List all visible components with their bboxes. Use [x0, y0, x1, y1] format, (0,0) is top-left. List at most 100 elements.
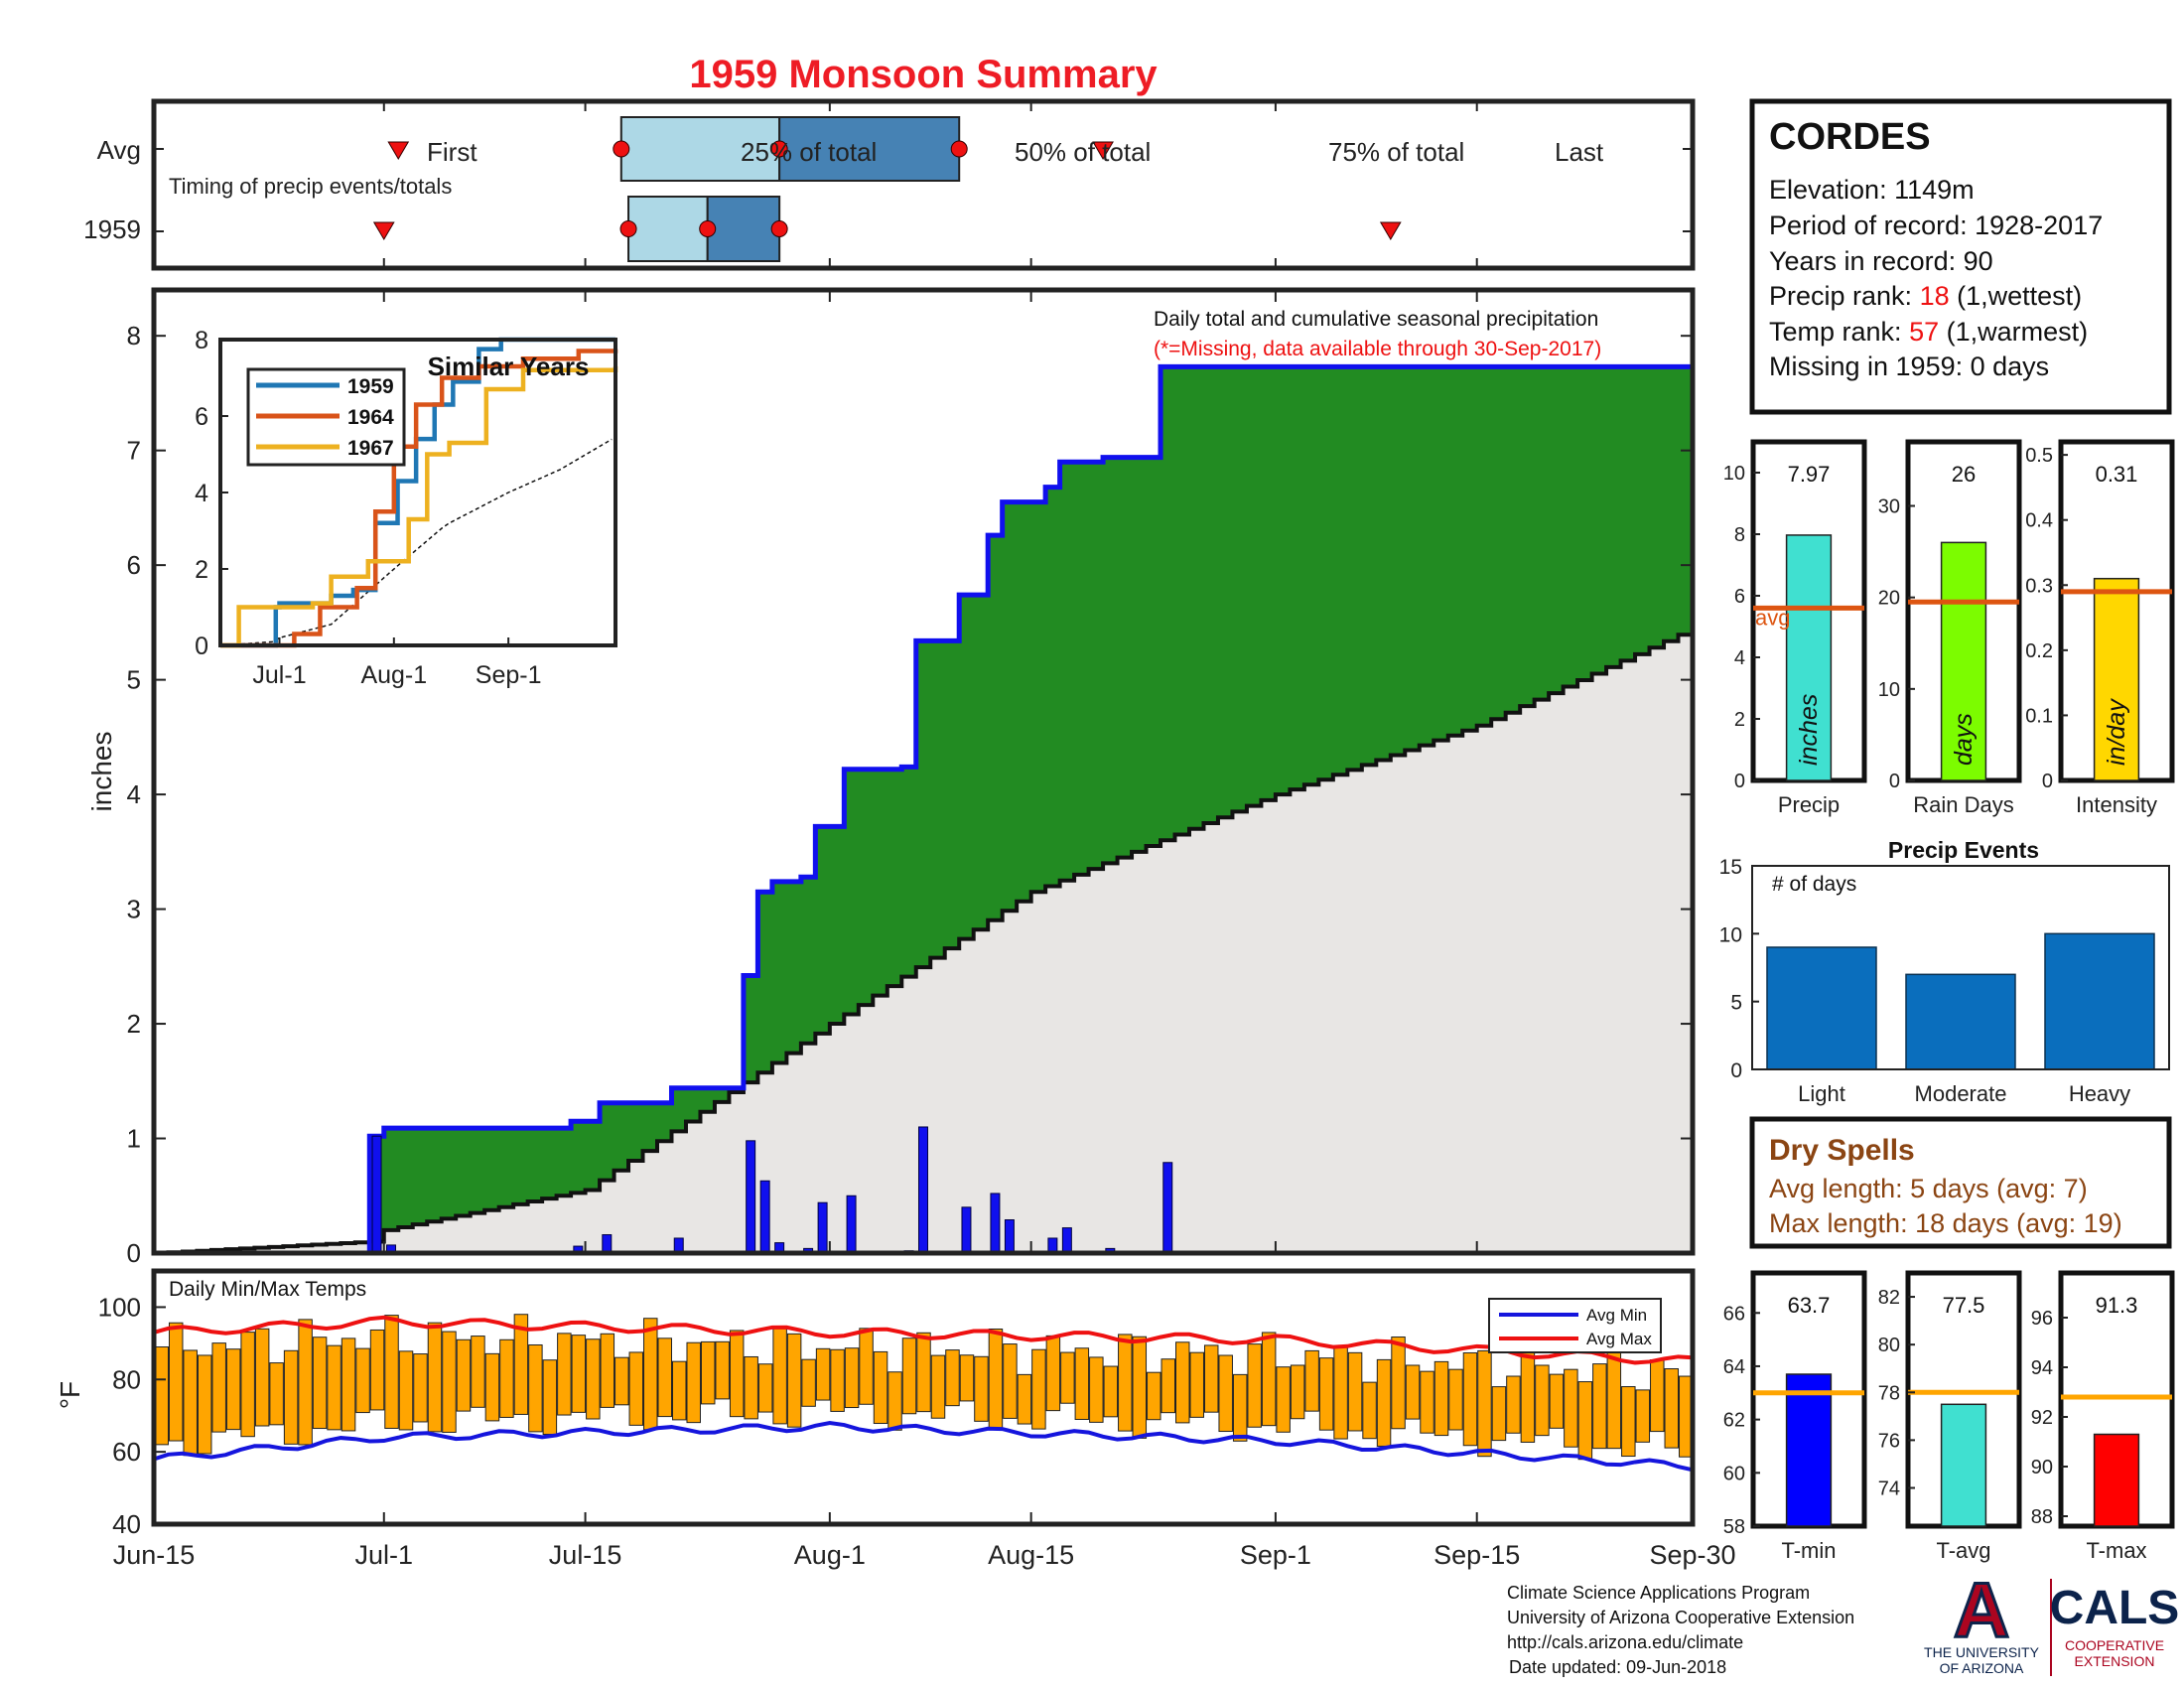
- timing-panel: Avg 1959 Timing of precip events/totals …: [83, 98, 1696, 271]
- daily-temp-range-bar: [1347, 1351, 1363, 1432]
- daily-temp-range-bar: [1448, 1368, 1463, 1431]
- events-category-label: Light: [1798, 1081, 1845, 1106]
- inset-y-tick-label: 2: [195, 556, 208, 584]
- timing-year-last-marker: [1379, 221, 1402, 240]
- daily-temp-range-bar: [1045, 1335, 1061, 1412]
- daily-temp-range-bar: [887, 1371, 902, 1431]
- daily-temp-range-bar: [1405, 1364, 1421, 1420]
- daily-temp-range-bar: [930, 1354, 946, 1419]
- tmax-tick-label: 90: [2031, 1457, 2053, 1478]
- daily-temp-range-bar: [1304, 1349, 1319, 1412]
- dry-spells-title: Dry Spells: [1769, 1134, 1915, 1167]
- footer-line-1: Climate Science Applications Program: [1507, 1583, 1810, 1603]
- station-period: Period of record: 1928-2017: [1769, 211, 2103, 240]
- timing-year-p75-dot: [770, 220, 788, 237]
- daily-temp-range-bar: [183, 1349, 198, 1457]
- daily-temp-range-bar: [686, 1341, 701, 1424]
- temp-rank-label: Temp rank:: [1769, 317, 1902, 347]
- precip-chart: 0 1 2 3 4 5 6 7 8 inches Daily total and cumulat…: [86, 287, 1696, 1268]
- temp-stats: 63.7 58 60 62 64 66 T-min 77.5 74 76 78 80 82 T-avg 91…: [1723, 1270, 2175, 1563]
- daily-temp-range-bar: [757, 1363, 773, 1413]
- daily-temp-range-bar: [1621, 1386, 1636, 1458]
- tmin-tick-label: 66: [1723, 1303, 1745, 1325]
- daily-temp-range-bar: [341, 1337, 356, 1432]
- daily-temp-range-bar: [815, 1347, 831, 1401]
- station-years: Years in record: 90: [1769, 246, 1993, 276]
- daily-precip-bar: [990, 1193, 1001, 1254]
- daily-temp-range-bar: [945, 1349, 960, 1407]
- daily-temp-range-bar: [974, 1355, 989, 1422]
- temps-legend-min: Avg Min: [1586, 1306, 1647, 1325]
- tavg-tick-label: 78: [1878, 1382, 1900, 1404]
- daily-temp-range-bar: [1318, 1357, 1334, 1431]
- precip-total-bar: [1785, 534, 1833, 781]
- tavg-label: T-avg: [1936, 1538, 1990, 1563]
- daily-temp-range-bar: [729, 1330, 745, 1418]
- daily-precip-bar: [961, 1206, 972, 1254]
- daily-temp-range-bar: [1577, 1381, 1593, 1461]
- daily-precip-bar: [759, 1180, 770, 1254]
- inset-average-line: [219, 438, 613, 646]
- timing-avg-p75-dot: [950, 140, 968, 158]
- daily-temp-range-bar: [700, 1340, 716, 1405]
- station-elevation: Elevation: 1149m: [1769, 175, 1975, 205]
- daily-temp-range-bar: [254, 1328, 270, 1427]
- daily-temp-range-bar: [1592, 1363, 1607, 1450]
- daily-temp-range-bar: [1362, 1381, 1377, 1440]
- daily-temp-range-bar: [269, 1362, 284, 1426]
- events-frame: [1751, 865, 2170, 1070]
- dry-spells-avg: Avg length: 5 days (avg: 7): [1769, 1174, 2088, 1203]
- daily-temp-range-bar: [1606, 1349, 1622, 1450]
- daily-temp-range-bar: [614, 1356, 629, 1406]
- daily-temp-range-bar: [959, 1354, 975, 1402]
- precip-total-tick-label: 0: [1734, 771, 1745, 792]
- daily-temp-range-bar: [1003, 1343, 1018, 1419]
- similar-years-inset: 0 2 4 6 8 Jul-1 Aug-1 Sep-1 Similar Years 1959 …: [195, 327, 618, 689]
- daily-temp-range-bar: [312, 1336, 328, 1430]
- daily-temp-range-bar: [873, 1350, 888, 1425]
- footer-line-2: University of Arizona Cooperative Extens…: [1507, 1608, 1854, 1627]
- daily-temp-range-bar: [801, 1358, 816, 1407]
- timing-avg-q1-box: [619, 116, 781, 182]
- inset-y-tick-label: 0: [195, 633, 208, 660]
- daily-temp-range-bar: [355, 1347, 370, 1414]
- timing-year-p50-dot: [699, 220, 717, 237]
- daily-temp-range-bar: [528, 1343, 543, 1433]
- daily-temp-range-bar: [1462, 1351, 1478, 1447]
- daily-temp-range-bar: [571, 1335, 587, 1413]
- precip-events-chart: Precip Events Light Moderate Heavy 0 5 10 15 #…: [1719, 837, 2170, 1106]
- timing-markers: [154, 101, 1693, 268]
- rain-days-tick-label: 30: [1878, 496, 1900, 518]
- daily-temp-range-bar: [1147, 1371, 1161, 1421]
- inset-y-tick-label: 4: [195, 480, 208, 507]
- daily-temp-range-bar: [1175, 1341, 1190, 1424]
- temps-legend: Avg Min Avg Max: [1488, 1298, 1662, 1353]
- tmax-tick-label: 88: [2031, 1506, 2053, 1528]
- daily-temp-range-bar: [1650, 1359, 1665, 1433]
- timing-p50-label: 50% of total: [1015, 137, 1151, 167]
- daily-temp-range-bar: [1189, 1351, 1204, 1418]
- daily-temp-range-bar: [830, 1348, 845, 1412]
- temp-rank-note: (1,warmest): [1947, 317, 2089, 347]
- cals-line-1: COOPERATIVE: [2065, 1637, 2164, 1653]
- timing-year-q1-box: [627, 196, 709, 262]
- temps-y-label: °F: [55, 1381, 85, 1409]
- daily-temp-range-bar: [1103, 1365, 1119, 1418]
- daily-temp-range-bar: [154, 1346, 169, 1446]
- daily-precip-bar: [817, 1201, 828, 1254]
- inset-y-tick-label: 6: [195, 403, 208, 431]
- events-category-label: Moderate: [1915, 1081, 2007, 1106]
- timing-avg-q2-box: [778, 116, 961, 182]
- daily-temp-range-bar: [671, 1360, 687, 1421]
- precip-y-tick-label: 3: [127, 895, 141, 924]
- timing-note: Timing of precip events/totals: [169, 174, 452, 199]
- inset-x-tick-label: Sep-1: [476, 661, 542, 689]
- dry-spells-max: Max length: 18 days (avg: 19): [1769, 1208, 2122, 1238]
- university-of-arizona-logo: A THE UNIVERSITY OF ARIZONA: [1924, 1565, 2040, 1677]
- inset-line-1964: [220, 349, 618, 648]
- daily-temp-range-bar: [600, 1333, 615, 1408]
- timing-avg-last-marker: [1092, 141, 1114, 160]
- events-bar-light: [1766, 946, 1877, 1070]
- intensity-value: 0.31: [2096, 462, 2138, 487]
- daily-temp-range-bar: [283, 1349, 299, 1445]
